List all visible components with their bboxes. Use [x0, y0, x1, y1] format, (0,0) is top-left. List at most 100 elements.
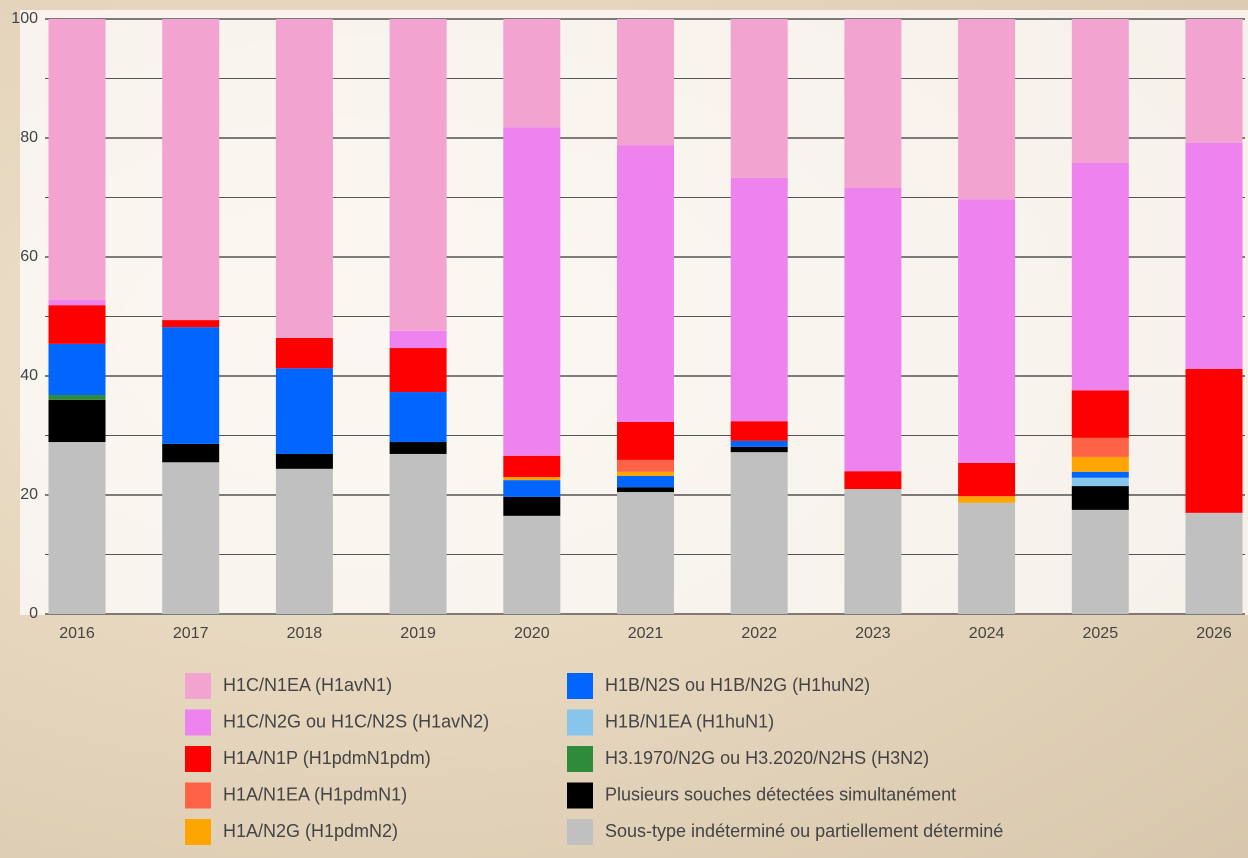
bar-segment	[389, 442, 447, 454]
bar-segment	[162, 320, 220, 328]
x-tick-label: 2017	[173, 625, 209, 642]
bar-segment	[617, 459, 674, 472]
bar-segment	[617, 475, 674, 488]
bar-segment	[275, 453, 333, 469]
bar-segment	[617, 421, 674, 460]
bar-segment	[503, 477, 561, 481]
bar-segment	[162, 443, 220, 463]
x-tick-label: 2026	[1196, 625, 1232, 642]
bar-segment	[48, 399, 106, 443]
x-tick-label: 2021	[628, 625, 664, 642]
bar-segment	[503, 127, 561, 456]
legend-swatch	[185, 819, 211, 845]
bar-segment	[1071, 486, 1129, 510]
legend-swatch	[185, 709, 211, 736]
legend-label: H1C/N1EA (H1avN1)	[223, 675, 392, 695]
bar-segment	[389, 19, 447, 331]
bar-segment	[1185, 19, 1243, 143]
bar-segment	[617, 487, 674, 493]
bar-segment	[958, 19, 1016, 200]
x-tick-label: 2025	[1083, 625, 1119, 642]
legend-swatch	[567, 746, 593, 772]
bar-segment	[1071, 509, 1129, 614]
bar-segment	[958, 199, 1016, 463]
legend-swatch	[567, 782, 593, 809]
bar-segment	[1071, 437, 1129, 457]
legend-label: H1C/N2G ou H1C/N2S (H1avN2)	[223, 711, 489, 731]
bar-segment	[730, 452, 788, 614]
x-tick-label: 2023	[855, 625, 891, 642]
x-tick-label: 2022	[741, 625, 777, 642]
bar-segment	[503, 480, 561, 497]
bar-segment	[275, 468, 333, 614]
legend-label: H1A/N2G (H1pdmN2)	[223, 821, 398, 841]
bar-segment	[617, 492, 674, 614]
x-tick-label: 2020	[514, 625, 550, 642]
bar-segment	[48, 395, 106, 400]
bar-segment	[389, 453, 447, 614]
x-tick-label: 2024	[969, 625, 1005, 642]
legend-label: H1B/N2S ou H1B/N2G (H1huN2)	[605, 675, 870, 695]
legend-label: H1A/N1P (H1pdmN1pdm)	[223, 748, 431, 768]
bar-segment	[958, 502, 1016, 614]
bar-segment	[1071, 19, 1129, 163]
bar-segment	[730, 421, 788, 441]
bar-segment	[162, 327, 220, 444]
bar-segment	[503, 19, 561, 128]
legend-swatch	[567, 673, 593, 699]
bar-segment	[730, 446, 788, 453]
bar-segment	[1071, 477, 1129, 487]
bar-segment	[162, 462, 220, 614]
bar-segment	[730, 440, 788, 447]
bar-segment	[844, 19, 902, 188]
bar-segment	[1071, 390, 1129, 438]
y-tick-label: 60	[20, 248, 38, 265]
y-tick-label: 100	[11, 10, 38, 27]
bar-segment	[162, 19, 220, 321]
bar-segment	[275, 368, 333, 454]
bar-segment	[275, 337, 333, 369]
bar-segment	[617, 19, 674, 146]
bar-segment	[617, 471, 674, 476]
x-tick-label: 2018	[287, 625, 323, 642]
bar-segment	[1185, 368, 1243, 513]
legend-swatch	[185, 782, 211, 809]
bar-segment	[503, 515, 561, 614]
bar-segment	[48, 299, 106, 306]
legend-label: Plusieurs souches détectées simultanémen…	[605, 784, 956, 804]
bar-segment	[48, 343, 106, 396]
bar-segment	[48, 442, 106, 614]
bar-segment	[730, 177, 788, 422]
legend-label: H1A/N1EA (H1pdmN1)	[223, 784, 407, 804]
bar-segment	[389, 330, 447, 349]
legend-swatch	[567, 819, 593, 845]
legend-label: Sous-type indéterminé ou partiellement d…	[605, 821, 1003, 841]
legend-label: H1B/N1EA (H1huN1)	[605, 711, 774, 731]
bar-segment	[275, 19, 333, 338]
legend-swatch	[567, 709, 593, 736]
bar-segment	[389, 348, 447, 393]
bar-segment	[1185, 512, 1243, 614]
bar-segment	[503, 455, 561, 478]
legend-swatch	[185, 673, 211, 699]
bar-segment	[1071, 456, 1129, 472]
bar-segment	[844, 187, 902, 472]
bar-segment	[48, 305, 106, 344]
bar-segment	[958, 462, 1016, 497]
bar-segment	[503, 496, 561, 516]
bar-segment	[1071, 162, 1129, 391]
y-tick-label: 20	[20, 486, 38, 503]
legend-swatch	[185, 746, 211, 772]
bar-segment	[844, 489, 902, 614]
bar-segment	[1071, 471, 1129, 478]
bar-segment	[389, 392, 447, 443]
bar-segment	[730, 19, 788, 178]
legend-label: H3.1970/N2G ou H3.2020/N2HS (H3N2)	[605, 748, 929, 768]
x-tick-label: 2019	[400, 625, 436, 642]
bar-segment	[958, 496, 1016, 503]
y-tick-label: 80	[20, 129, 38, 146]
bar-segment	[48, 19, 106, 300]
y-tick-label: 0	[29, 605, 38, 622]
x-tick-label: 2016	[59, 625, 95, 642]
